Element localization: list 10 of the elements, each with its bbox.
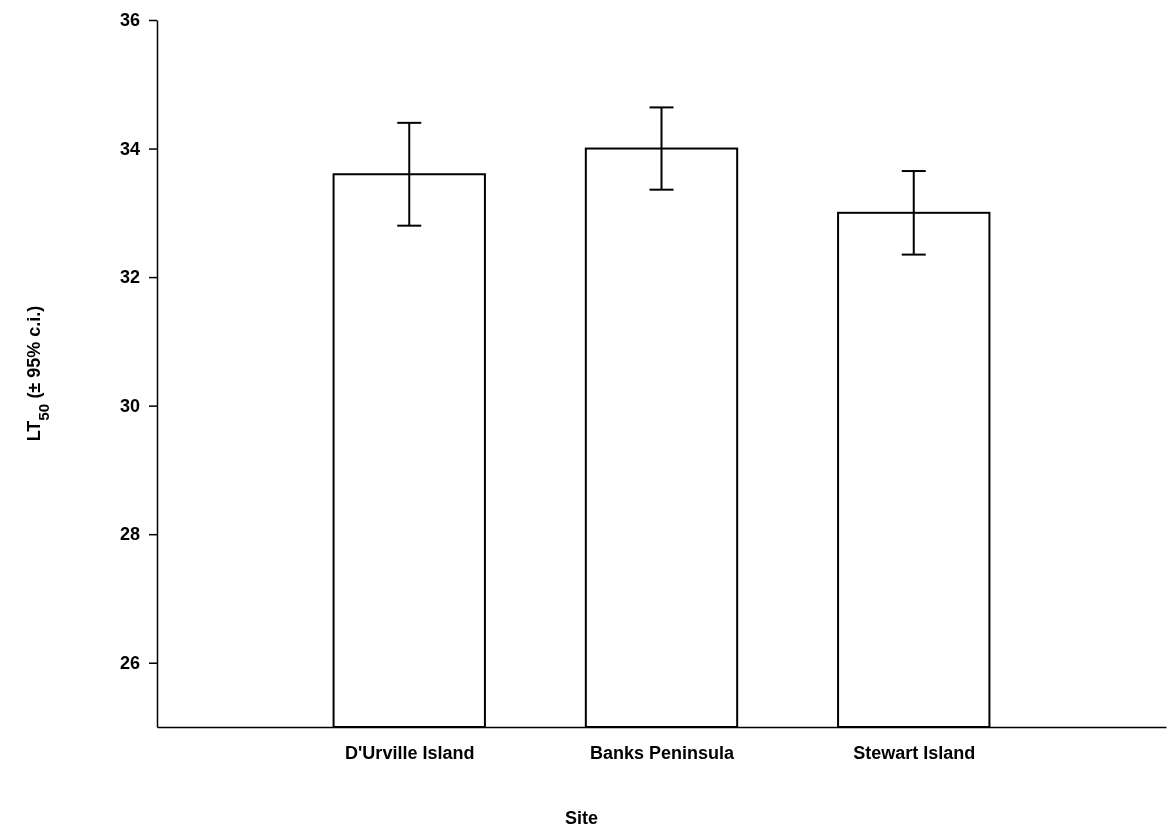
y-tick-label: 26: [119, 652, 140, 673]
x-axis-title: Site: [564, 808, 599, 828]
x-tick-label: D'Urville Island: [345, 742, 475, 763]
y-tick-label: 36: [119, 10, 140, 31]
x-tick-label: Stewart Island: [853, 742, 976, 763]
y-tick-label: 28: [119, 524, 140, 545]
x-tick-label: Banks Peninsula: [589, 742, 736, 763]
y-tick-label: 34: [119, 138, 140, 159]
y-tick-label: 32: [119, 267, 140, 288]
y-tick-label: 30: [119, 395, 140, 416]
